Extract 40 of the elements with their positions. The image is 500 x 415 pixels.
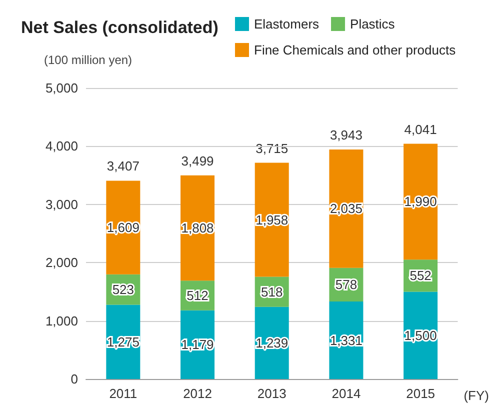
bar [180, 175, 215, 281]
data-label: 1,808 [181, 220, 214, 236]
bar [329, 149, 364, 268]
total-label: 4,041 [404, 122, 437, 137]
bar [254, 162, 289, 277]
x-tick-label: 2015 [406, 386, 436, 401]
data-label: 1,958 [256, 212, 288, 228]
y-axis-title: (100 million yen) [44, 53, 132, 67]
legend-label: Fine Chemicals and other products [254, 42, 456, 58]
x-tick-label: 2012 [183, 386, 212, 401]
data-label: 1,275 [106, 334, 140, 350]
x-axis-title: (FY) [464, 388, 490, 403]
y-tick-label: 2,000 [45, 255, 78, 270]
data-label: 1,500 [404, 328, 437, 343]
data-label: 512 [186, 288, 208, 303]
x-tick-label: 2013 [257, 386, 286, 401]
legend-label: Elastomers [254, 16, 320, 32]
chart-title: Net Sales (consolidated) [21, 18, 218, 37]
total-label: 3,943 [330, 127, 362, 142]
x-tick-label: 2014 [332, 386, 361, 401]
data-label: 518 [261, 284, 283, 300]
total-label: 3,499 [181, 153, 214, 168]
y-tick-label: 4,000 [45, 138, 78, 154]
y-tick-label: 3,000 [45, 196, 78, 212]
bar [404, 144, 438, 260]
data-label: 552 [410, 268, 432, 284]
y-tick-label: 0 [70, 372, 78, 386]
legend-label: Plastics [350, 16, 396, 32]
data-label: 523 [112, 282, 134, 298]
x-tick-label: 2011 [109, 386, 138, 401]
data-label: 1,990 [404, 194, 437, 210]
data-label: 1,239 [256, 335, 288, 350]
y-tick-label: 1,000 [45, 313, 78, 328]
data-label: 1,609 [106, 220, 140, 236]
data-label: 1,331 [330, 332, 362, 348]
y-tick-label: 5,000 [45, 80, 78, 96]
total-label: 3,407 [106, 158, 140, 174]
data-label: 1,179 [181, 337, 214, 352]
data-label: 578 [335, 277, 358, 292]
data-label: 2,035 [330, 201, 362, 216]
